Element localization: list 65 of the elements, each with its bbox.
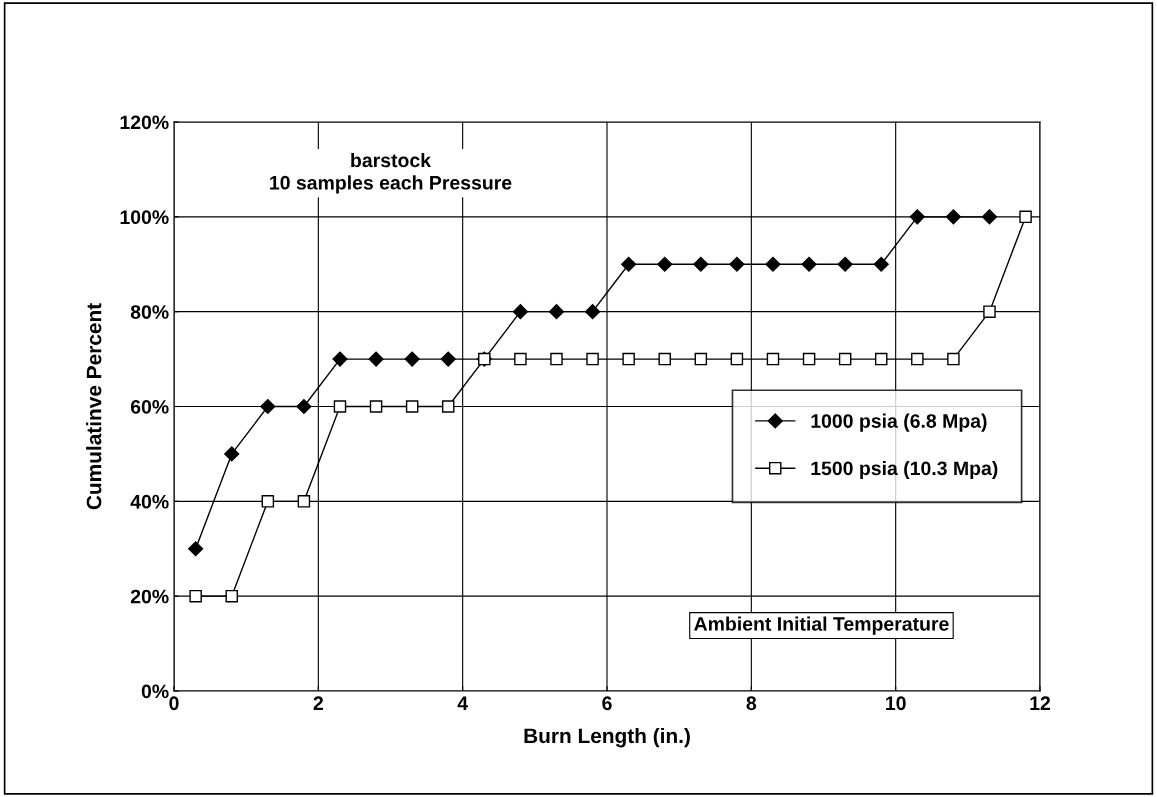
point [188, 541, 204, 557]
point [514, 352, 527, 366]
point [693, 256, 709, 272]
point [909, 209, 925, 225]
y-tick-label: 60% [130, 399, 169, 414]
x-tick-label: 0 [169, 696, 179, 711]
point [261, 495, 275, 508]
y-tick-label: 80% [130, 305, 169, 319]
point [802, 352, 816, 366]
point [333, 400, 347, 413]
point [947, 352, 960, 366]
point [765, 256, 781, 272]
y-tick-label: 20% [130, 589, 169, 604]
point [584, 304, 601, 320]
x-tick-label: 2 [313, 696, 323, 710]
point [404, 351, 420, 367]
x-tick-label: 12 [1030, 696, 1051, 710]
point [296, 398, 312, 415]
legend-label: 1000 psia (6.8 Mpa) [811, 413, 987, 432]
point [1019, 210, 1032, 224]
point [621, 256, 637, 272]
point [224, 446, 240, 462]
y-tick-label: 100% [120, 210, 169, 225]
annotation: Ambient Initial Temperature [694, 616, 949, 635]
point [983, 305, 996, 318]
point [586, 352, 599, 366]
y-tick-label: 0% [141, 684, 169, 699]
point [838, 352, 852, 366]
point [332, 351, 348, 367]
point [945, 209, 961, 225]
y-tick-label: 40% [130, 494, 169, 509]
point [837, 256, 853, 272]
point [801, 256, 817, 272]
x-tick-label: 8 [746, 696, 757, 711]
point [189, 589, 202, 603]
point [874, 352, 888, 366]
x-tick-label: 4 [457, 696, 468, 710]
x-axis-title: Burn Length (in.) [524, 727, 690, 748]
point [981, 209, 998, 225]
point [911, 352, 924, 366]
y-tick-label: 120% [120, 115, 169, 130]
point [658, 352, 671, 366]
point [548, 304, 565, 320]
legend-label: 1500 psia (10.3 Mpa) [811, 460, 998, 480]
annotation: barstock 10 samples each Pressure [270, 152, 512, 194]
point [873, 256, 889, 272]
point [441, 400, 455, 413]
point [550, 352, 563, 366]
point [297, 495, 311, 508]
point [260, 398, 276, 415]
point [730, 352, 744, 366]
point [766, 352, 780, 366]
point [622, 352, 635, 366]
y-axis-title: Cumulatinve Percent [86, 303, 102, 510]
point [368, 351, 384, 367]
point [729, 256, 745, 272]
point [657, 256, 673, 272]
point [225, 589, 238, 603]
x-tick-label: 6 [602, 696, 612, 711]
x-tick-label: 10 [886, 696, 906, 711]
point [512, 304, 528, 320]
point [440, 351, 456, 367]
point [369, 400, 383, 413]
point [405, 400, 419, 413]
point [694, 352, 708, 366]
